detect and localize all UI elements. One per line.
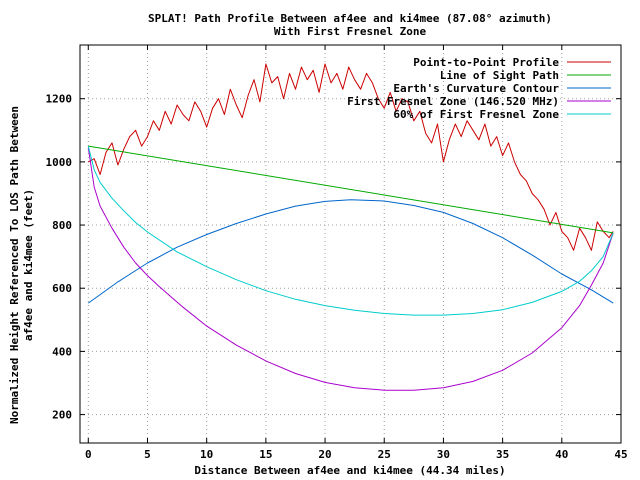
series-lines <box>87 63 614 391</box>
x-tick-label: 40 <box>555 448 568 461</box>
legend-label-3: Earth's Curvature Contour <box>393 82 559 95</box>
legend-label-4: First Fresnel Zone (146.520 MHz) <box>347 95 559 108</box>
series-line-4 <box>87 147 614 391</box>
axes: 0 5 10 15 20 25 30 35 40 45 200 400 600 800 1000 1200 <box>46 44 628 461</box>
y-tick-label: 400 <box>52 345 72 358</box>
legend-label-5: 60% of First Fresnel Zone <box>393 108 559 121</box>
y-axis-label: Normalized Height Referenced To LOS Path… <box>8 106 35 424</box>
y-tick-label: 1000 <box>46 156 73 169</box>
plot-frame <box>79 44 622 444</box>
legend-label-1: Point-to-Point Profile <box>413 56 559 69</box>
x-tick-label: 45 <box>614 448 627 461</box>
series-line-3 <box>88 199 614 304</box>
x-tick-label: 35 <box>496 448 509 461</box>
y-axis-label-line-2: af4ee and ki4mee (feet) <box>22 189 35 341</box>
chart-subtitle: With First Fresnel Zone <box>274 25 427 38</box>
series-line-1 <box>88 63 614 251</box>
chart-title-group: SPLAT! Path Profile Between af4ee and ki… <box>148 12 552 38</box>
x-tick-label: 20 <box>318 448 331 461</box>
y-tick-label: 1200 <box>46 93 73 106</box>
x-tick-label: 30 <box>437 448 450 461</box>
series-line-2 <box>88 145 614 234</box>
chart-title: SPLAT! Path Profile Between af4ee and ki… <box>148 12 552 25</box>
y-axis-label-line-1: Normalized Height Referenced To LOS Path… <box>8 106 21 424</box>
x-tick-label: 15 <box>259 448 272 461</box>
y-tick-label: 200 <box>52 409 72 422</box>
x-axis-label: Distance Between af4ee and ki4mee (44.34… <box>194 464 505 477</box>
x-tick-label: 0 <box>85 448 92 461</box>
x-tick-label: 10 <box>200 448 213 461</box>
series-line-5 <box>87 145 614 316</box>
y-tick-label: 600 <box>52 282 72 295</box>
y-tick-label: 800 <box>52 219 72 232</box>
x-tick-label: 5 <box>144 448 151 461</box>
x-tick-label: 25 <box>378 448 391 461</box>
legend-label-2: Line of Sight Path <box>440 69 559 82</box>
